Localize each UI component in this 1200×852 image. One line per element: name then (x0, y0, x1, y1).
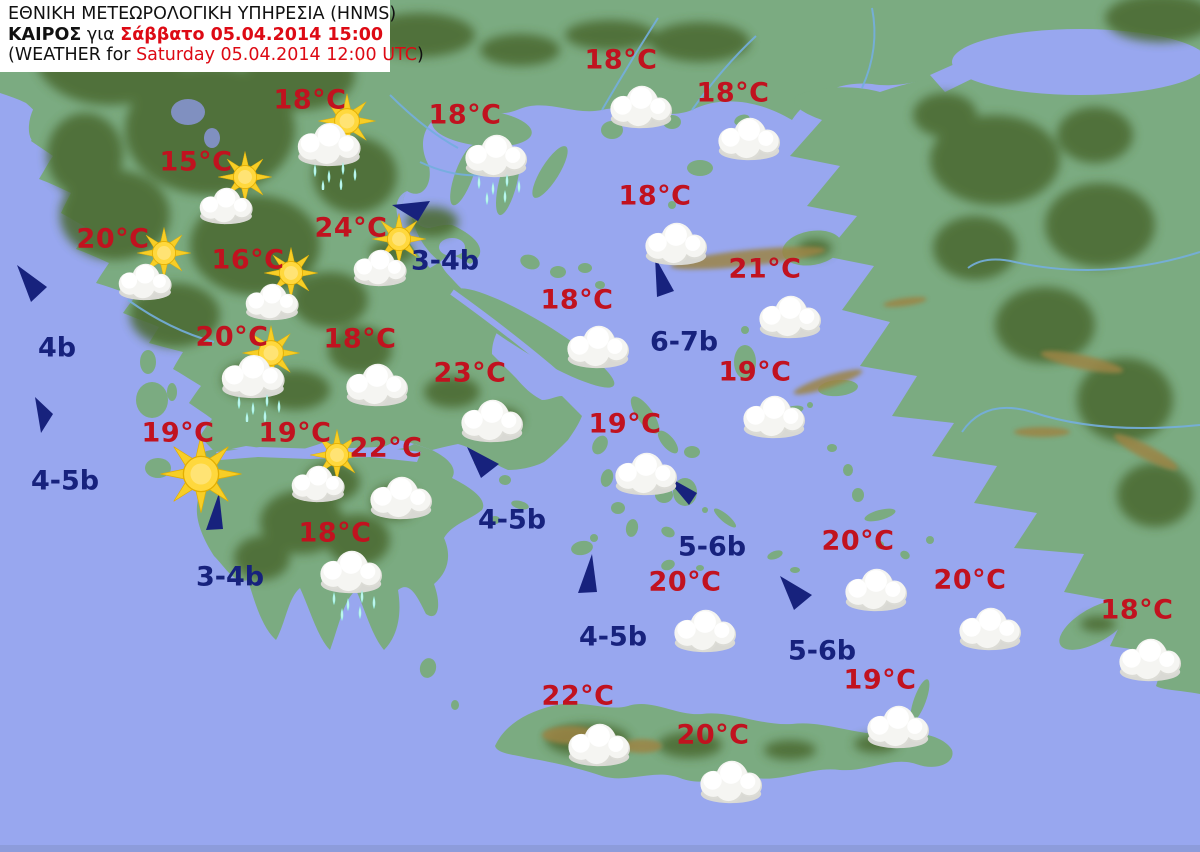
map-bottom-border (0, 845, 1200, 852)
sea-of-marmara (930, 29, 1200, 95)
landmass-mainland (0, 0, 1200, 470)
header-agency-title: ΕΘΝΙΚΗ ΜΕΤΕΩΡΟΛΟΓΙΚΗ ΥΠΗΡΕΣΙΑ (HNMS) (8, 4, 397, 24)
header-gia-label: για (81, 24, 121, 45)
landmass-chalkidiki (432, 109, 568, 216)
header-weather-for-label: (WEATHER for (8, 45, 137, 66)
header-translation-line: (WEATHER for Saturday 05.04.2014 12:00 U… (8, 45, 424, 66)
islands (28, 96, 1131, 736)
header-date-greek: Σάββατο 05.04.2014 15:00 (120, 24, 384, 45)
weather-header: ΕΘΝΙΚΗ ΜΕΤΕΩΡΟΛΟΓΙΚΗ ΥΠΗΡΕΣΙΑ (HNMS) ΚΑΙ… (0, 0, 424, 72)
header-date-english: Saturday 05.04.2014 12:00 UTC (136, 45, 417, 66)
header-kairos-label: ΚΑΙΡΟΣ (8, 24, 82, 45)
rivers (127, 7, 1200, 433)
header-forecast-line: ΚΑΙΡΟΣ για Σάββατο 05.04.2014 15:00 (8, 24, 384, 46)
header-close-paren: ) (416, 45, 424, 66)
